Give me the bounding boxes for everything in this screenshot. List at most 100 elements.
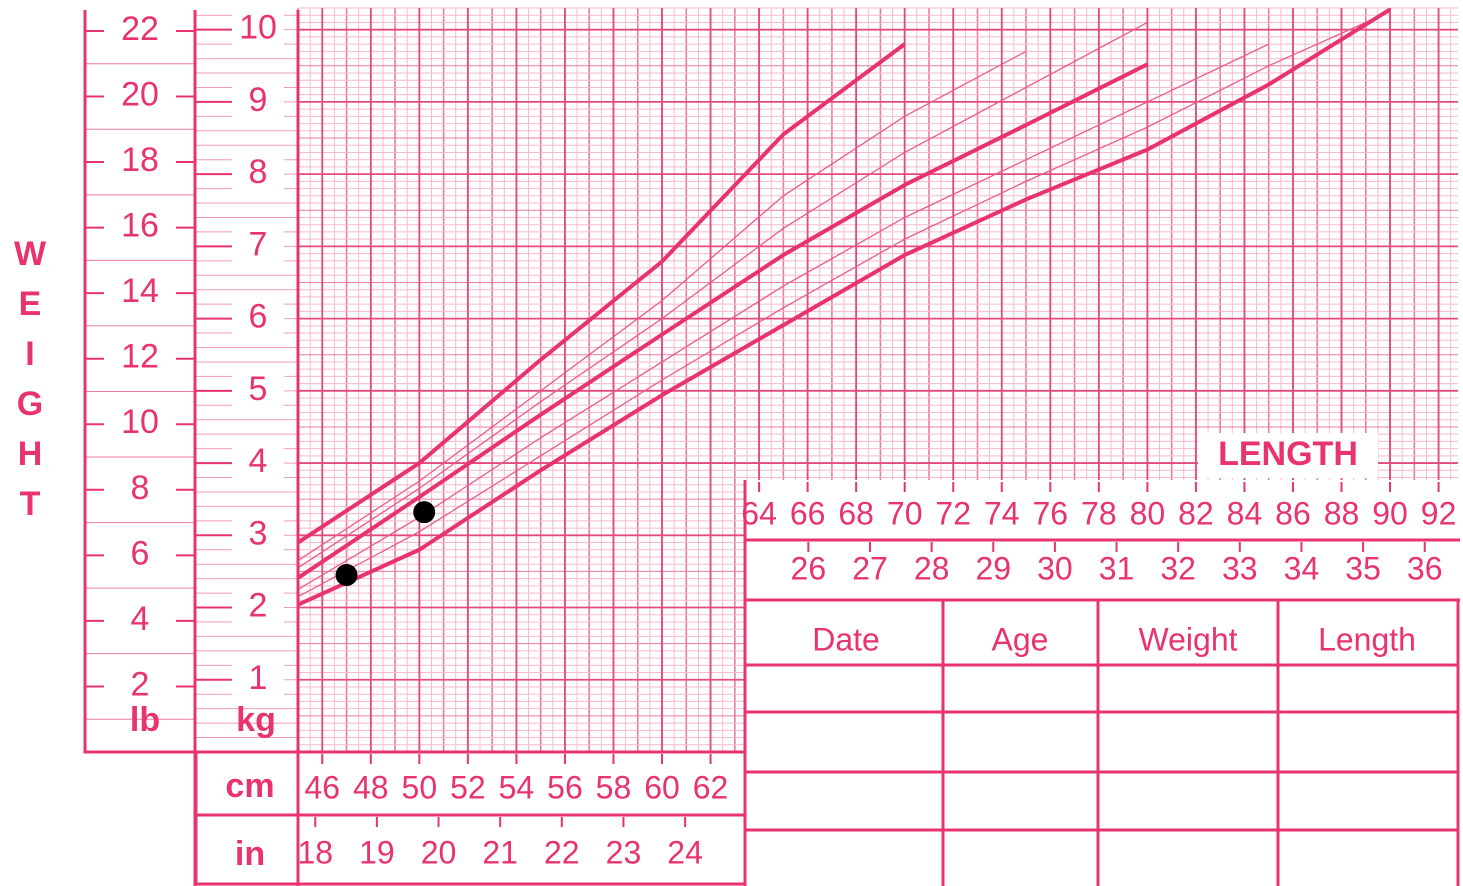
label-bg — [232, 372, 284, 409]
label-bg — [232, 11, 284, 48]
x-tick-label: 90 — [1372, 495, 1408, 531]
label-bg — [104, 78, 176, 115]
y2-tick-label: 20 — [121, 75, 159, 113]
label-bg — [104, 209, 176, 246]
y-tick-label: 1 — [249, 659, 268, 697]
x-unit: cm — [225, 767, 274, 805]
percentile-curve — [297, 11, 1391, 598]
y2-tick-label: 18 — [121, 141, 159, 179]
x2-tick-label: 27 — [852, 550, 888, 586]
y2-tick-label: 10 — [121, 403, 159, 441]
y-tick-label: 7 — [249, 225, 268, 263]
x2-tick-label: 26 — [791, 550, 827, 586]
x-tick-label: 50 — [402, 769, 438, 805]
x-tick-label: 56 — [547, 769, 583, 805]
y2-tick-label: 16 — [121, 207, 159, 245]
measurement-point — [413, 501, 436, 524]
x-tick-label: 60 — [644, 769, 680, 805]
label-bg — [232, 156, 284, 193]
y-tick-label: 9 — [249, 81, 268, 119]
percentile-curve — [297, 50, 1027, 562]
x2-tick-label: 33 — [1222, 550, 1258, 586]
x-tick-label: 92 — [1421, 495, 1457, 531]
x-tick-label: 62 — [693, 769, 729, 805]
label-bg — [104, 340, 176, 377]
lb-column — [85, 10, 195, 752]
x2-tick-label: 36 — [1407, 550, 1443, 586]
measurement-point — [335, 564, 358, 587]
x2-tick-label: 24 — [667, 834, 703, 870]
x-tick-label: 86 — [1275, 495, 1311, 531]
y2-tick-label: 14 — [121, 272, 159, 310]
x-tick-label: 46 — [304, 769, 340, 805]
x2-tick-label: 19 — [359, 834, 395, 870]
x-tick-label: 66 — [790, 495, 826, 531]
x-tick-label: 72 — [935, 495, 971, 531]
x-tick-label: 76 — [1033, 495, 1069, 531]
x-axis-label: LENGTH — [1218, 435, 1358, 473]
x2-tick-label: 22 — [544, 834, 580, 870]
percentile-curve — [297, 43, 1269, 591]
y2-tick-label: 4 — [131, 600, 150, 638]
x2-unit: in — [235, 835, 265, 873]
label-bg — [232, 517, 284, 554]
y-axis-label-letter: T — [20, 485, 41, 523]
x2-tick-label: 32 — [1160, 550, 1196, 586]
label-bg — [104, 144, 176, 181]
x-tick-label: 78 — [1081, 495, 1117, 531]
x-tick-label: 82 — [1178, 495, 1214, 531]
label-bg — [104, 12, 176, 49]
label-bg — [104, 668, 176, 705]
y-tick-label: 10 — [239, 9, 277, 47]
y-axis-label-letter: I — [25, 335, 34, 373]
table-header: Date — [812, 621, 880, 657]
y-axis-label-letter: E — [19, 285, 42, 323]
y-unit: kg — [236, 701, 276, 739]
percentile-curve — [296, 62, 1149, 580]
label-bg — [232, 228, 284, 265]
label-bg — [232, 83, 284, 120]
y-tick-label: 4 — [249, 442, 268, 480]
label-bg — [104, 602, 176, 639]
y-tick-label: 8 — [249, 153, 268, 191]
x2-tick-label: 21 — [482, 834, 518, 870]
x-tick-label: 48 — [353, 769, 389, 805]
y-tick-label: 6 — [249, 298, 268, 336]
x-tick-label: 68 — [838, 495, 874, 531]
y-tick-label: 5 — [249, 370, 268, 408]
curves — [296, 7, 1392, 607]
x2-tick-label: 20 — [421, 834, 457, 870]
label-bg — [1198, 433, 1378, 478]
percentile-curve — [297, 21, 1148, 569]
label-bg — [104, 275, 176, 312]
y-tick-label: 3 — [249, 514, 268, 552]
x2-tick-label: 35 — [1345, 550, 1381, 586]
label-bg — [104, 471, 176, 508]
label-bg — [104, 406, 176, 443]
x2-tick-label: 29 — [975, 550, 1011, 586]
y2-unit: lb — [130, 701, 160, 739]
percentile-curve — [296, 42, 906, 545]
label-bg — [232, 661, 284, 698]
table-header: Age — [992, 621, 1049, 657]
y-axis-label-letter: W — [14, 235, 47, 273]
x-tick-label: 64 — [741, 495, 777, 531]
x-tick-label: 52 — [450, 769, 486, 805]
y2-tick-label: 8 — [131, 469, 150, 507]
x2-tick-label: 18 — [297, 834, 333, 870]
y-axis-label-letter: H — [18, 435, 43, 473]
panel-bg — [745, 480, 1463, 886]
x-tick-label: 58 — [596, 769, 632, 805]
x-tick-label: 54 — [499, 769, 535, 805]
panel-bg — [196, 752, 745, 886]
label-bg — [104, 537, 176, 574]
y-axis-label-letter: G — [17, 385, 43, 423]
x2-tick-label: 31 — [1099, 550, 1135, 586]
frame — [83, 10, 1460, 886]
label-bg — [232, 445, 284, 482]
label-bg — [232, 589, 284, 626]
percentile-curve — [297, 7, 1392, 607]
y2-tick-label: 2 — [131, 665, 150, 703]
y-tick-label: 2 — [249, 587, 268, 625]
x2-tick-label: 28 — [914, 550, 950, 586]
